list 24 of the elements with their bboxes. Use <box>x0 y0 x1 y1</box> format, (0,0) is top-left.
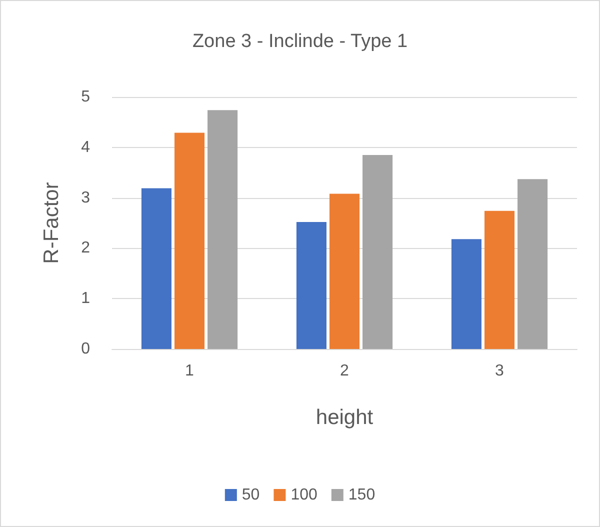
y-tick-label: 2 <box>81 240 90 257</box>
bar <box>141 188 172 349</box>
x-tick-label: 1 <box>185 362 194 380</box>
bar <box>296 222 326 349</box>
y-tick-label: 0 <box>81 340 90 358</box>
x-tick-label: 2 <box>340 362 350 380</box>
y-tick-label: 3 <box>81 189 90 206</box>
y-tick-label: 4 <box>81 138 90 156</box>
x-axis-title: height <box>316 406 374 429</box>
bar <box>484 210 515 349</box>
x-tick-label: 3 <box>495 362 504 380</box>
legend-label: 150 <box>348 486 376 504</box>
bar <box>174 132 205 349</box>
y-axis-title: R-Factor <box>40 182 63 264</box>
bar <box>208 110 238 349</box>
bar <box>329 194 360 349</box>
y-tick-label: 1 <box>81 290 90 308</box>
bar <box>362 154 393 349</box>
legend-label: 50 <box>242 486 260 504</box>
chart-title: Zone 3 - Inclinde - Type 1 <box>192 31 408 52</box>
bar <box>451 239 482 349</box>
legend-label: 100 <box>290 486 318 504</box>
bar <box>518 179 548 349</box>
y-tick-label: 5 <box>81 88 90 106</box>
